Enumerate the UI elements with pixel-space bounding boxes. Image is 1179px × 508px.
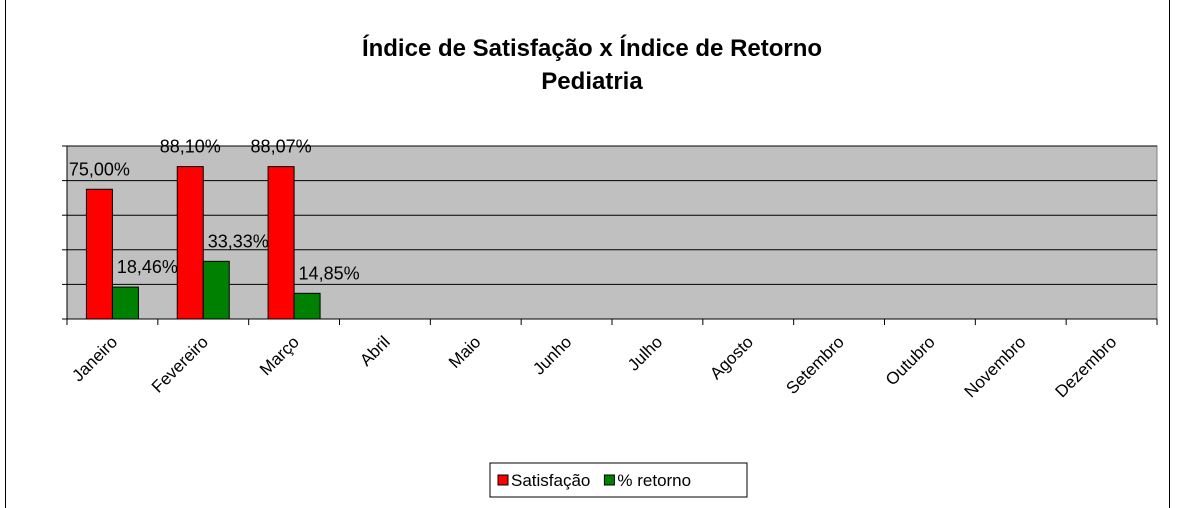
bar: [267, 166, 295, 320]
data-label: 18,46%: [117, 257, 178, 277]
chart-title: Índice de Satisfação x Índice de Retorno: [362, 34, 822, 62]
legend-box: [489, 462, 748, 498]
data-label: 88,07%: [251, 137, 312, 157]
legend-swatch: [497, 474, 509, 486]
bar: [85, 188, 113, 320]
legend-swatch: [603, 474, 615, 486]
plot-area: [66, 145, 1158, 320]
legend-label: Satisfação: [511, 471, 590, 490]
bar: [176, 166, 204, 320]
data-label: 33,33%: [208, 231, 269, 251]
bar: [111, 286, 139, 320]
data-label: 14,85%: [299, 263, 360, 283]
legend-label: % retorno: [617, 471, 691, 490]
data-label: 75,00%: [69, 159, 130, 179]
legend: Satisfação % retorno: [489, 462, 748, 498]
chart-subtitle: Pediatria: [541, 68, 643, 95]
bar: [202, 260, 230, 320]
data-label: 88,10%: [160, 137, 221, 157]
bar: [293, 292, 321, 320]
